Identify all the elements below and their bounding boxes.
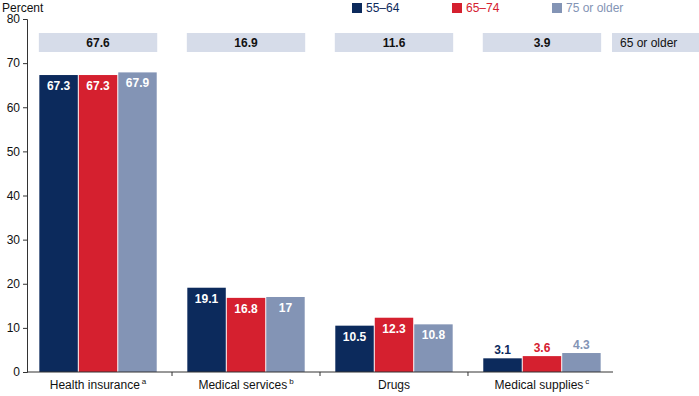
summary-value: 16.9 — [234, 36, 258, 50]
data-label: 16.8 — [234, 302, 258, 316]
y-tick — [23, 284, 27, 285]
category-separator — [320, 372, 321, 376]
legend-label: 75 or older — [566, 1, 623, 15]
y-tick-label: 0 — [13, 365, 20, 379]
y-tick — [23, 372, 27, 373]
y-tick-group: 40 — [7, 189, 27, 203]
bar — [118, 72, 156, 372]
y-tick — [23, 63, 27, 64]
bar — [414, 324, 452, 372]
x-tick-label: Medical servicesb — [198, 377, 294, 392]
footnote-mark: c — [585, 377, 589, 386]
footnote-mark: b — [289, 377, 294, 386]
x-tick-group: Drugs — [378, 372, 410, 392]
summary-row: 67.6 16.9 11.6 3.9 65 or older — [39, 33, 699, 52]
data-labels: 67.3 19.1 10.5 3.1 67.3 16.8 12.3 3.6 67.9 17 10.8… — [47, 76, 590, 357]
y-tick-group: 60 — [7, 101, 27, 115]
data-label: 10.5 — [343, 330, 367, 344]
bar — [39, 75, 77, 372]
legend-swatch — [552, 3, 562, 13]
bar — [335, 326, 373, 372]
bar — [375, 318, 413, 372]
y-tick-label: 20 — [7, 277, 21, 291]
y-tick-label: 60 — [7, 101, 21, 115]
data-label: 3.6 — [534, 341, 551, 355]
y-tick — [23, 240, 27, 241]
y-axis: 01020304050607080 — [7, 12, 28, 379]
y-tick — [23, 107, 27, 108]
summary-box — [187, 33, 305, 52]
y-tick — [23, 151, 27, 152]
y-tick-group: 30 — [7, 233, 27, 247]
y-tick-label: 50 — [7, 145, 21, 159]
data-label: 67.9 — [126, 76, 150, 90]
y-tick-label: 10 — [7, 321, 21, 335]
data-label: 12.3 — [382, 322, 406, 336]
category-separator — [467, 372, 468, 376]
legend-label: 65–74 — [466, 1, 500, 15]
x-tick-label: Drugs — [378, 378, 410, 392]
category-separator — [172, 372, 173, 376]
y-tick — [23, 328, 27, 329]
summary-box — [483, 33, 601, 52]
x-tick-label: Medical suppliesc — [495, 377, 590, 392]
data-label: 67.3 — [86, 79, 110, 93]
x-tick-label: Health insurancea — [50, 377, 147, 392]
y-tick — [23, 196, 27, 197]
y-tick-group: 10 — [7, 321, 27, 335]
legend: 55–64 65–74 75 or older — [352, 1, 623, 15]
x-tick-group: Medical servicesb — [198, 372, 294, 392]
data-label: 19.1 — [195, 292, 219, 306]
summary-value: 3.9 — [534, 36, 551, 50]
legend-swatch — [452, 3, 462, 13]
y-tick-group: 20 — [7, 277, 27, 291]
summary-label: 65 or older — [620, 36, 677, 50]
y-axis-title: Percent — [2, 1, 44, 15]
y-tick-group: 0 — [13, 365, 27, 379]
summary-value: 67.6 — [86, 36, 110, 50]
x-tick-group: Health insurancea — [50, 372, 147, 392]
x-tick-group: Medical suppliesc — [495, 372, 590, 392]
bar — [562, 353, 600, 372]
bar — [483, 358, 521, 372]
summary-box — [335, 33, 453, 52]
summary-value: 11.6 — [383, 36, 406, 50]
summary-box — [39, 33, 157, 52]
y-tick-group: 50 — [7, 145, 27, 159]
bar — [79, 75, 117, 372]
y-tick-label: 30 — [7, 233, 21, 247]
y-tick-group: 70 — [7, 56, 27, 70]
bar — [187, 288, 225, 372]
legend-label: 55–64 — [366, 1, 400, 15]
summary-label-box — [612, 33, 699, 52]
data-label: 4.3 — [573, 338, 590, 352]
y-tick-label: 40 — [7, 189, 21, 203]
bar — [266, 297, 304, 372]
footnote-mark: a — [142, 377, 147, 386]
data-label: 3.1 — [494, 343, 511, 357]
chart: 67.6 16.9 11.6 3.9 65 or older 67.3 19.1 10.5 3.… — [0, 0, 699, 396]
y-tick — [23, 19, 27, 20]
y-axis-line — [23, 20, 28, 373]
legend-swatch — [352, 3, 362, 13]
bar — [227, 298, 265, 372]
x-axis: Health insurancea Medical servicesb Drugs M… — [27, 372, 613, 392]
bar — [523, 356, 561, 372]
y-tick-label: 70 — [7, 56, 21, 70]
data-label: 67.3 — [47, 79, 71, 93]
data-label: 10.8 — [422, 328, 446, 342]
data-label: 17 — [279, 301, 293, 315]
bars — [39, 72, 600, 372]
